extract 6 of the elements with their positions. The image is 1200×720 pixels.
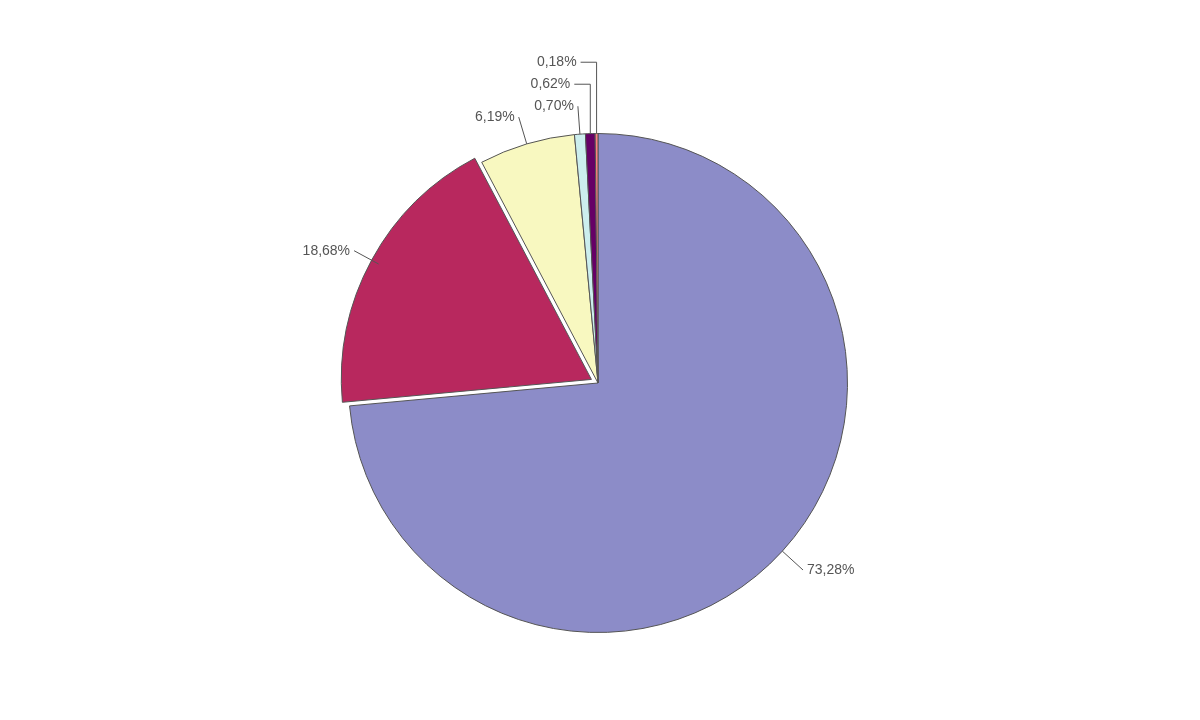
data-label: 73,28%: [807, 560, 855, 577]
data-label: 18,68%: [302, 241, 351, 258]
data-label: 0,70%: [534, 97, 574, 114]
data-label: 0,18%: [536, 53, 577, 70]
data-label: 6,19%: [475, 107, 515, 124]
data-label: 0,62%: [530, 75, 571, 92]
